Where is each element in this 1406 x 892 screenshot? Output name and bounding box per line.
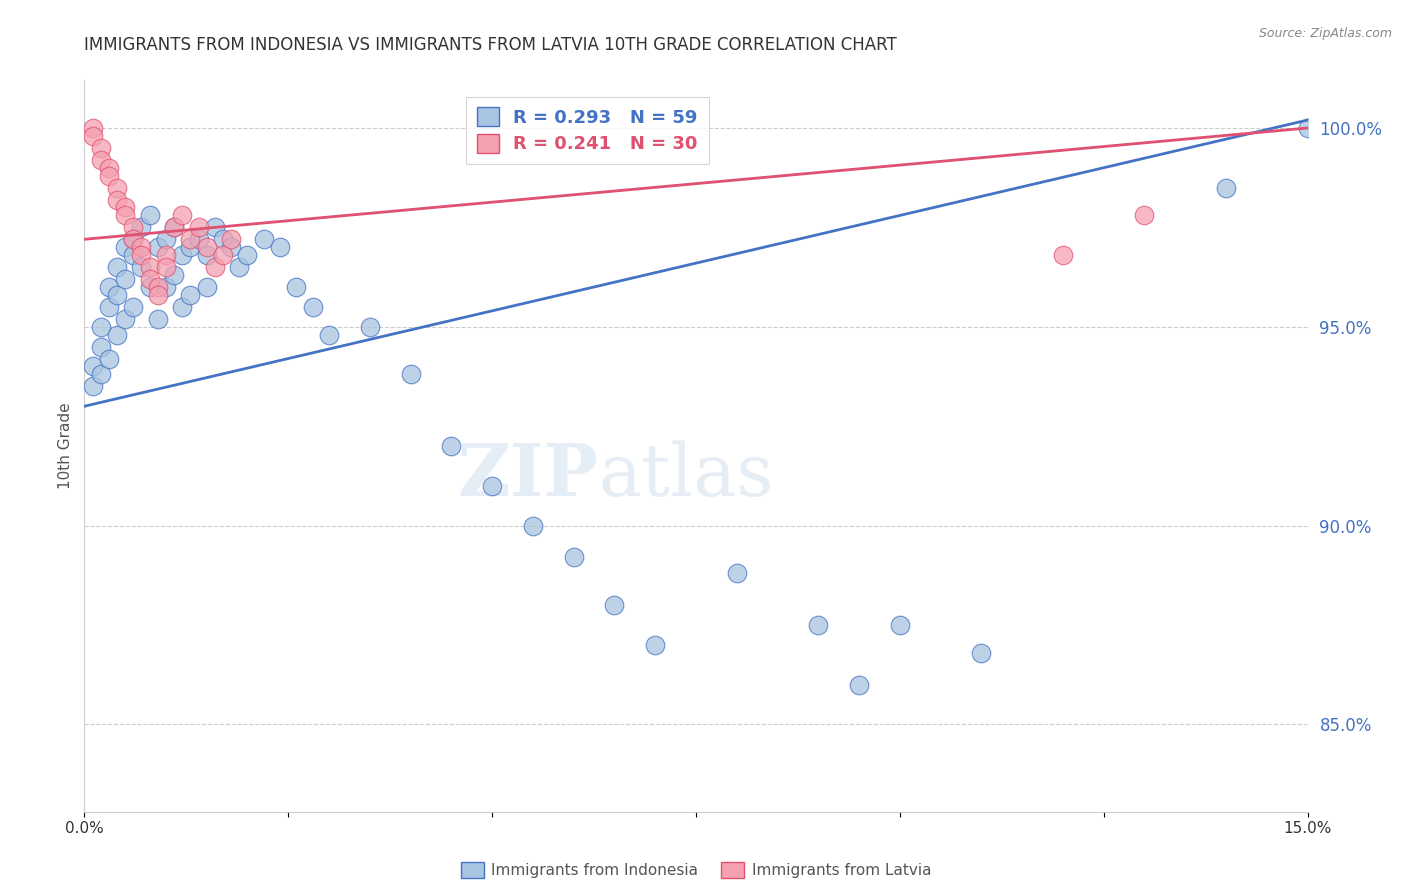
Point <box>889 618 911 632</box>
Point <box>195 280 218 294</box>
Point <box>204 220 226 235</box>
Point <box>195 240 218 254</box>
Point <box>204 260 226 274</box>
Point <box>522 518 544 533</box>
Point <box>725 566 748 581</box>
Point <box>138 209 160 223</box>
Point <box>131 240 153 254</box>
Point <box>146 288 169 302</box>
Point <box>269 240 291 254</box>
Point <box>90 368 112 382</box>
Point <box>481 479 503 493</box>
Point <box>301 300 323 314</box>
Point <box>212 232 235 246</box>
Point <box>195 248 218 262</box>
Point <box>131 260 153 274</box>
Point <box>97 161 120 175</box>
Text: Source: ZipAtlas.com: Source: ZipAtlas.com <box>1258 27 1392 40</box>
Point <box>138 272 160 286</box>
Point <box>236 248 259 262</box>
Point <box>187 232 209 246</box>
Point <box>359 319 381 334</box>
Point <box>114 240 136 254</box>
Point <box>163 220 186 235</box>
Point <box>172 209 194 223</box>
Point <box>138 260 160 274</box>
Point <box>114 311 136 326</box>
Point <box>114 209 136 223</box>
Point <box>172 300 194 314</box>
Point <box>138 280 160 294</box>
Point <box>82 379 104 393</box>
Point <box>105 327 128 342</box>
Point <box>82 128 104 143</box>
Text: atlas: atlas <box>598 440 773 510</box>
Point <box>105 288 128 302</box>
Y-axis label: 10th Grade: 10th Grade <box>58 402 73 490</box>
Point <box>97 351 120 366</box>
Point <box>146 240 169 254</box>
Point <box>114 272 136 286</box>
Point <box>644 638 666 652</box>
Point <box>146 311 169 326</box>
Point <box>399 368 422 382</box>
Point <box>179 240 201 254</box>
Legend: R = 0.293   N = 59, R = 0.241   N = 30: R = 0.293 N = 59, R = 0.241 N = 30 <box>467 96 709 164</box>
Point <box>228 260 250 274</box>
Point <box>179 232 201 246</box>
Point <box>1215 180 1237 194</box>
Text: ZIP: ZIP <box>457 440 598 511</box>
Point <box>285 280 308 294</box>
Point <box>253 232 276 246</box>
Point <box>172 248 194 262</box>
Point <box>82 120 104 135</box>
Point <box>807 618 830 632</box>
Text: IMMIGRANTS FROM INDONESIA VS IMMIGRANTS FROM LATVIA 10TH GRADE CORRELATION CHART: IMMIGRANTS FROM INDONESIA VS IMMIGRANTS … <box>84 36 897 54</box>
Point <box>1133 209 1156 223</box>
Point <box>155 232 177 246</box>
Point <box>105 193 128 207</box>
Point <box>163 220 186 235</box>
Point <box>970 646 993 660</box>
Point <box>97 169 120 183</box>
Point <box>90 141 112 155</box>
Point <box>82 359 104 374</box>
Point <box>219 232 242 246</box>
Point <box>122 232 145 246</box>
Point <box>122 248 145 262</box>
Point <box>155 280 177 294</box>
Point <box>122 232 145 246</box>
Point <box>90 319 112 334</box>
Point <box>187 220 209 235</box>
Point <box>1052 248 1074 262</box>
Point <box>131 220 153 235</box>
Point <box>155 248 177 262</box>
Point <box>179 288 201 302</box>
Point <box>122 220 145 235</box>
Point <box>440 439 463 453</box>
Point <box>318 327 340 342</box>
Point <box>163 268 186 282</box>
Point <box>114 201 136 215</box>
Point <box>562 550 585 565</box>
Point <box>90 153 112 167</box>
Point <box>90 340 112 354</box>
Point <box>105 180 128 194</box>
Point <box>848 677 870 691</box>
Point <box>603 598 626 612</box>
Point <box>146 280 169 294</box>
Point <box>1296 120 1319 135</box>
Point <box>219 240 242 254</box>
Point <box>212 248 235 262</box>
Point <box>97 280 120 294</box>
Point <box>97 300 120 314</box>
Point <box>122 300 145 314</box>
Point <box>131 248 153 262</box>
Point <box>105 260 128 274</box>
Point <box>155 260 177 274</box>
